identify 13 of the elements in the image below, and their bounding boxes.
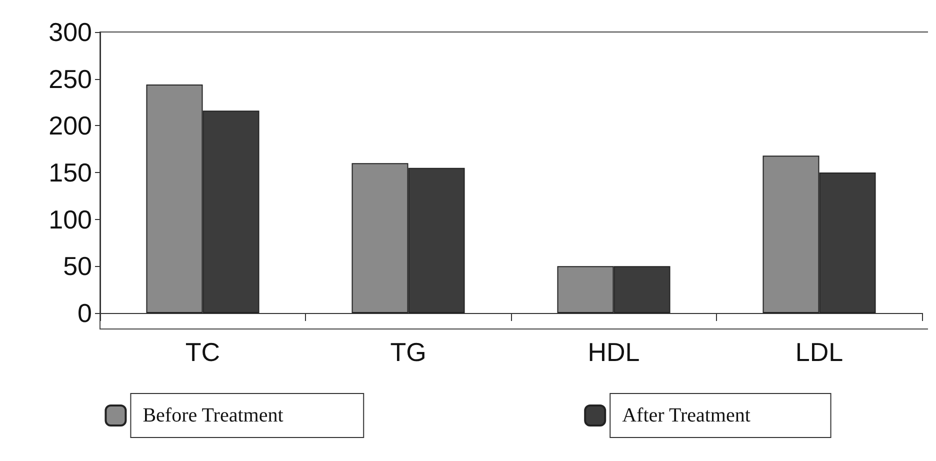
x-tick-label: TG: [390, 337, 426, 367]
x-tick-label: HDL: [588, 337, 640, 367]
legend-label: Before Treatment: [142, 404, 284, 426]
y-tick-label: 0: [78, 298, 92, 328]
y-tick-label: 150: [48, 158, 92, 188]
x-tick-label: LDL: [795, 337, 844, 367]
y-tick-label: 200: [48, 110, 92, 141]
y-tick-label: 50: [63, 251, 92, 282]
y-tick-label: 100: [48, 204, 92, 234]
y-tick-label: 300: [48, 17, 92, 47]
legend-label: After Treatment: [622, 404, 751, 426]
y-tick-label: 250: [48, 64, 92, 94]
x-tick-label: TC: [185, 337, 220, 367]
